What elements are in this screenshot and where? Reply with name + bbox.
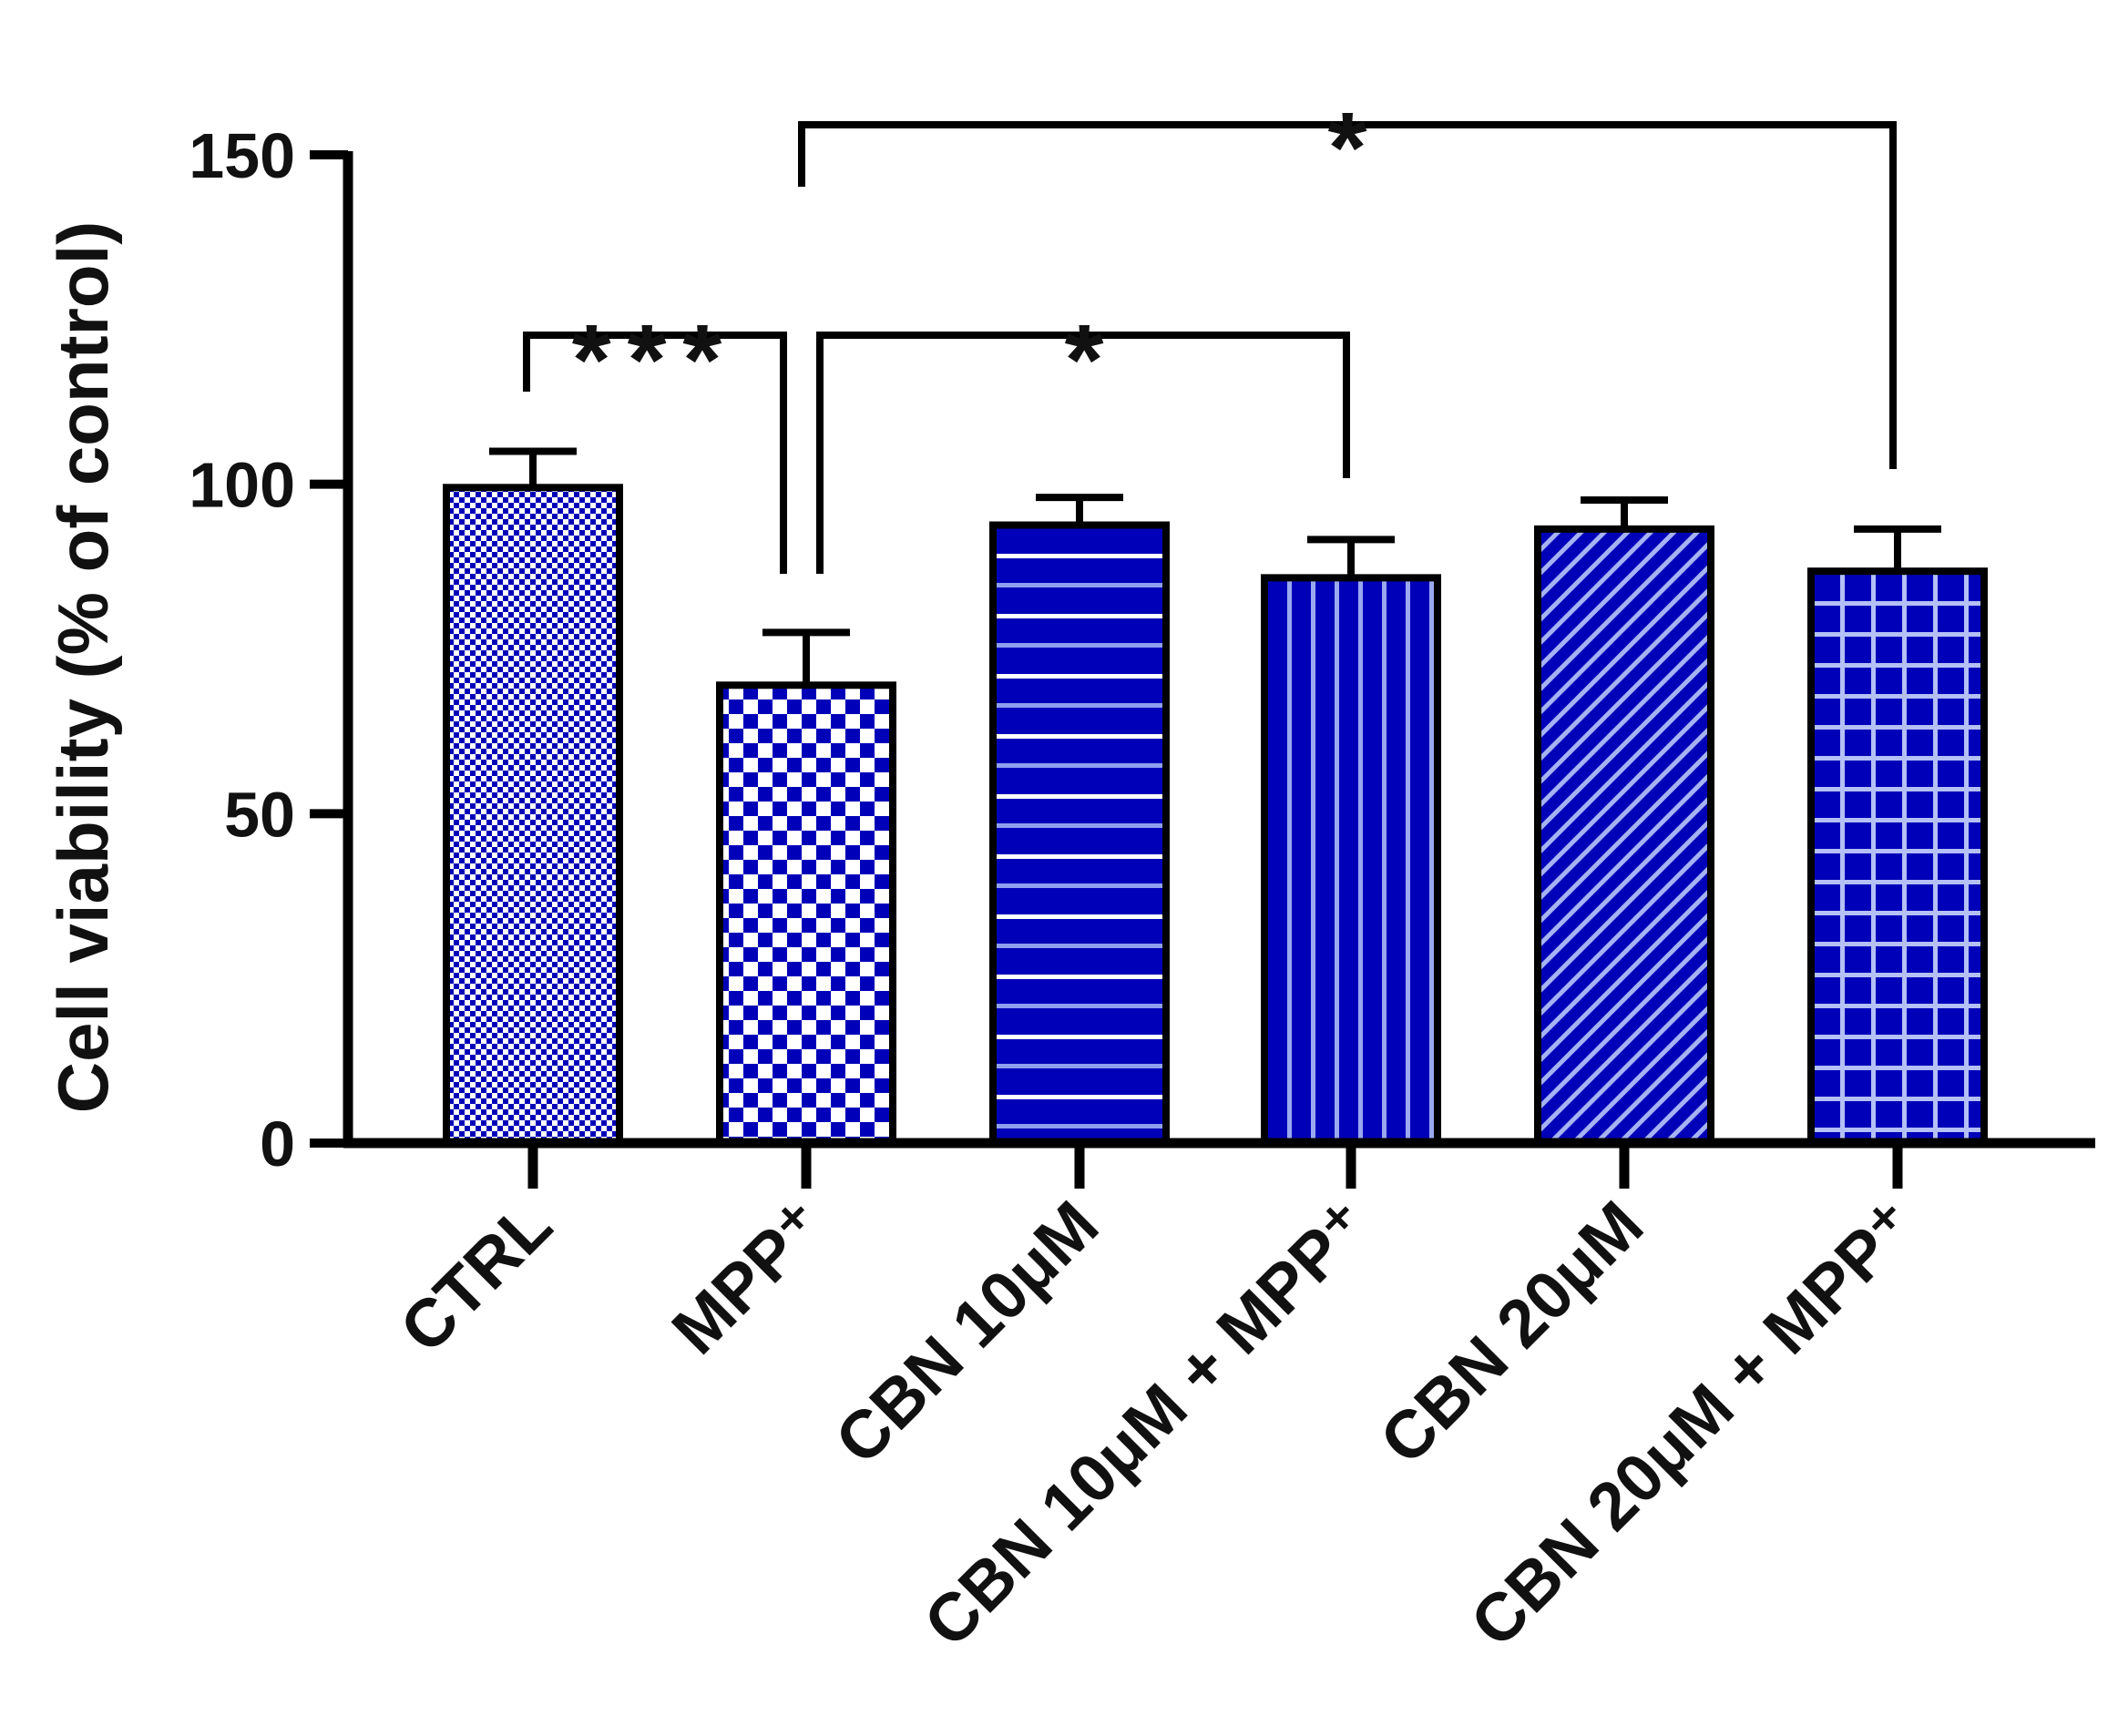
x-category-label-2: MPP⁺: [658, 1187, 840, 1369]
significance-bracket-1: [523, 332, 787, 574]
x-category-label-4: CBN 10μM + MPP⁺: [909, 1187, 1384, 1661]
y-tick-label-50: 50: [224, 779, 295, 850]
x-category-label-5: CBN 20μM: [1366, 1187, 1657, 1478]
bar-5: [1534, 525, 1714, 1147]
bar-3: [989, 521, 1170, 1147]
y-tick-label-0: 0: [260, 1108, 295, 1179]
bar-2: [716, 681, 896, 1147]
significance-label-2: *: [1065, 304, 1104, 416]
y-tick-label-100: 100: [189, 450, 295, 521]
y-axis-title: Cell viability (% of control): [43, 221, 123, 1113]
bar-4: [1261, 574, 1441, 1147]
bar-6: [1807, 567, 1988, 1147]
x-category-label-3: CBN 10μM: [821, 1187, 1112, 1478]
significance-bracket-3: [798, 121, 1897, 469]
significance-label-3: *: [1328, 92, 1367, 204]
y-tick-label-150: 150: [189, 120, 295, 191]
x-category-label-1: CTRL: [385, 1187, 566, 1367]
bar-1: [443, 484, 623, 1147]
significance-label-1: ***: [572, 304, 738, 416]
significance-bracket-2: [816, 332, 1350, 574]
x-category-label-6: CBN 20μM + MPP⁺: [1456, 1187, 1930, 1661]
